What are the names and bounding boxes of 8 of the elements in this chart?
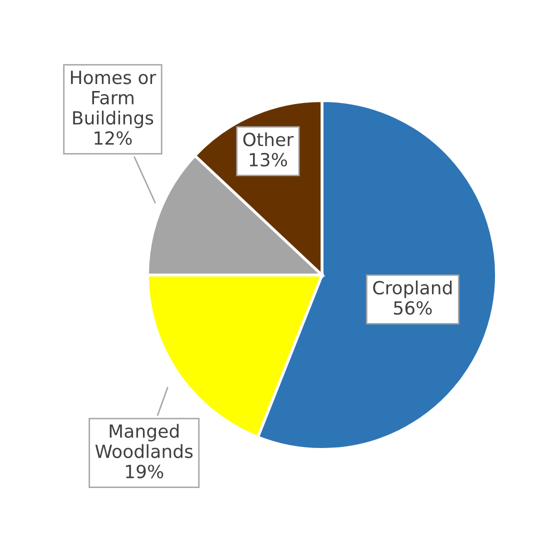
slice-label: Other [243,132,294,146]
slice-label: Manged Woodlands [95,424,193,458]
data-label: 12% [94,131,132,145]
data-label: 13% [250,152,288,167]
data-label: 56% [394,301,432,315]
slice-label: Cropland [373,280,452,298]
data-label: 19% [126,464,164,478]
slice-label: Homes or Farm Buildings [71,70,156,128]
